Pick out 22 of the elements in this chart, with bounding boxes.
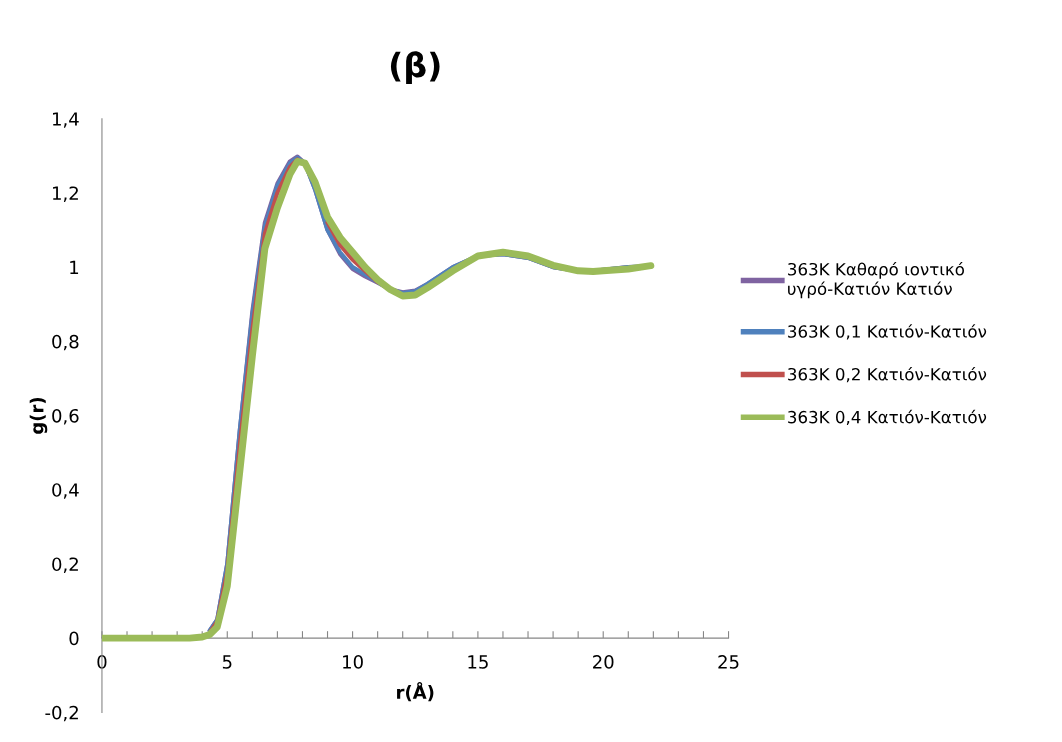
chart-title: (β) xyxy=(390,51,440,84)
y-tick-label: 0,4 xyxy=(52,483,79,499)
x-axis-title: r(Å) xyxy=(397,682,434,702)
y-tick-label: 1 xyxy=(70,260,79,274)
y-tick-label: 1,4 xyxy=(53,112,79,128)
x-tick-label: 0 xyxy=(97,655,107,669)
x-tick-label: 25 xyxy=(718,655,739,669)
y-tick-label: 0 xyxy=(69,631,79,646)
y-tick-label: 0,8 xyxy=(52,334,79,351)
x-tick-label: 5 xyxy=(222,655,232,669)
legend-label: 363K 0,2 Κατιόν-Κατιόν xyxy=(788,367,987,383)
y-tick-label: -0,2 xyxy=(45,705,78,722)
x-tick-label: 10 xyxy=(343,655,363,669)
legend-label: 363K 0,4 Κατιόν-Κατιόν xyxy=(788,409,987,426)
legend-label: 363K Καθαρό ιοντικό υγρό-Κατιόν Κατιόν xyxy=(788,261,965,299)
x-tick-label: 20 xyxy=(593,655,614,669)
x-tick-label: 15 xyxy=(468,655,488,669)
legend-label: 363K 0,1 Κατιόν-Κατιόν xyxy=(788,324,987,340)
y-tick-label: 1,2 xyxy=(53,186,78,202)
y-axis-title: g(r) xyxy=(29,397,48,434)
y-tick-label: 0,6 xyxy=(52,408,79,425)
y-tick-label: 0,2 xyxy=(52,557,78,573)
